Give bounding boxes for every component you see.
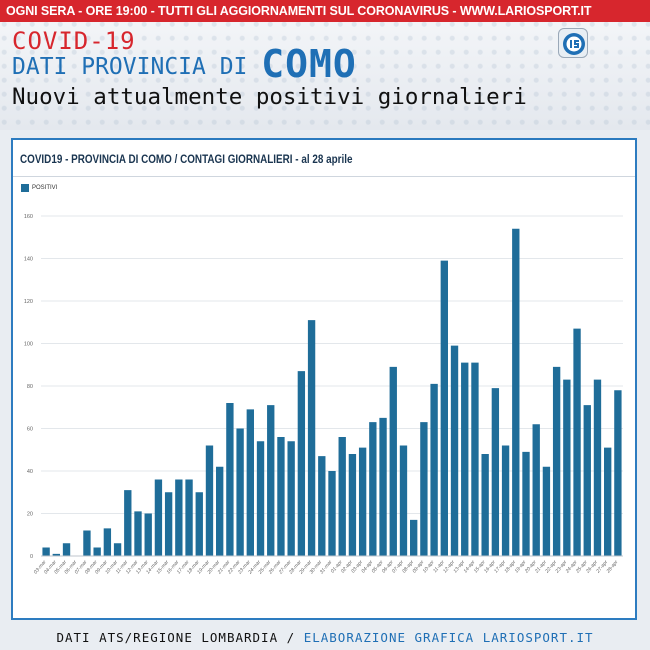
bar (256, 441, 265, 556)
y-tick-label: 40 (27, 469, 33, 475)
bar (93, 547, 101, 556)
bar (491, 388, 500, 556)
bar (512, 228, 520, 556)
bar (267, 405, 275, 556)
bar (307, 320, 316, 556)
bar (195, 492, 203, 556)
y-tick-label: 0 (30, 554, 33, 560)
bar (185, 479, 193, 556)
bar (287, 441, 295, 556)
chart-title: COVID19 - PROVINCIA DI COMO / CONTAGI GI… (20, 154, 353, 166)
y-tick-label: 20 (27, 512, 33, 518)
chart-title-divider (13, 176, 635, 177)
bar (144, 513, 152, 556)
bar (154, 479, 163, 556)
header-background (0, 20, 650, 130)
bar (103, 528, 112, 556)
headline-province: DATI PROVINCIA DI COMO (12, 45, 357, 83)
bar (440, 260, 448, 556)
bar (481, 454, 489, 556)
headline-covid: COVID-19 (12, 27, 136, 55)
bar (461, 362, 469, 556)
bar (348, 454, 357, 556)
top-banner-text: OGNI SERA - ORE 19:00 - TUTTI GLI AGGIOR… (6, 4, 592, 18)
legend-swatch-positivi (21, 184, 29, 192)
bar (277, 437, 285, 556)
y-tick-label: 120 (24, 299, 33, 305)
bar (563, 379, 571, 556)
bar (522, 451, 530, 556)
y-tick-label: 100 (24, 342, 33, 348)
bar (471, 362, 479, 556)
legend-label-positivi: POSITIVI (32, 185, 58, 191)
bar-chart: 02040608010012014016003-mar04-mar05-mar0… (24, 214, 623, 576)
bar (552, 366, 561, 556)
headline-city: COMO (261, 42, 357, 86)
bar (124, 490, 132, 556)
bar (52, 553, 60, 556)
bar (164, 492, 173, 556)
chart-panel: COVID19 - PROVINCIA DI COMO / CONTAGI GI… (11, 138, 637, 620)
bar (328, 471, 336, 556)
bar (226, 403, 234, 556)
y-tick-label: 140 (24, 257, 33, 263)
bar (410, 519, 418, 556)
headline-province-prefix: DATI PROVINCIA DI (12, 54, 248, 80)
y-tick-label: 80 (27, 384, 33, 390)
lariosport-logo-icon (558, 28, 588, 58)
headline-subtitle: Nuovi attualmente positivi giornalieri (12, 84, 527, 110)
bar (430, 383, 438, 556)
bar (389, 366, 397, 556)
bar (358, 447, 367, 556)
bar (573, 328, 581, 556)
bar (369, 422, 377, 556)
bar (604, 447, 612, 556)
bar (113, 543, 122, 556)
bar (216, 466, 224, 556)
bar (399, 445, 408, 556)
bar (205, 445, 214, 556)
bar (246, 409, 254, 556)
bar (83, 530, 91, 556)
bar (134, 511, 142, 556)
bar (501, 445, 510, 556)
bar (420, 422, 428, 556)
bar (450, 345, 459, 556)
bar (583, 405, 591, 556)
bar (614, 390, 622, 556)
bar (318, 456, 326, 556)
chart-legend: POSITIVI (21, 184, 57, 192)
bar (62, 543, 71, 556)
bar (532, 424, 540, 556)
y-tick-label: 160 (24, 214, 33, 220)
bar (379, 417, 387, 556)
bar (593, 379, 602, 556)
bar (297, 371, 306, 556)
footer-credit: ELABORAZIONE GRAFICA LARIOSPORT.IT (303, 630, 594, 645)
bar (175, 479, 183, 556)
bar (542, 466, 551, 556)
top-banner: OGNI SERA - ORE 19:00 - TUTTI GLI AGGIOR… (0, 0, 650, 22)
bar (236, 428, 244, 556)
footer-source: DATI ATS/REGIONE LOMBARDIA / (56, 630, 296, 645)
bar (338, 437, 346, 556)
footer: DATI ATS/REGIONE LOMBARDIA / ELABORAZION… (0, 626, 650, 650)
bar (42, 547, 50, 556)
y-tick-label: 60 (27, 427, 33, 433)
